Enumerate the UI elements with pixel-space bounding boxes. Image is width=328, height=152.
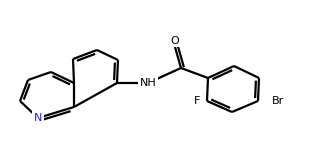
Text: O: O	[171, 36, 179, 46]
Text: N: N	[34, 113, 42, 123]
Text: Br: Br	[272, 96, 284, 106]
Text: F: F	[194, 96, 200, 106]
Text: NH: NH	[140, 78, 156, 88]
